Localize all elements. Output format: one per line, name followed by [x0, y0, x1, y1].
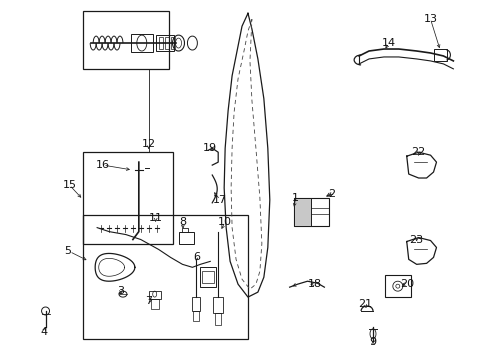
Bar: [148, 291, 161, 299]
Bar: [293, 198, 311, 226]
Text: 5: 5: [64, 247, 71, 256]
Bar: [178, 231, 194, 243]
Bar: [293, 198, 328, 226]
Bar: [150, 299, 158, 309]
Bar: [83, 215, 247, 339]
Bar: [384, 275, 410, 297]
Text: 18: 18: [307, 279, 321, 289]
Text: 12: 12: [142, 139, 156, 149]
Text: 8: 8: [179, 217, 185, 227]
Text: 15: 15: [62, 180, 76, 190]
Bar: [192, 297, 200, 311]
Text: 9: 9: [368, 337, 376, 347]
Text: 22: 22: [411, 147, 425, 157]
Text: 19: 19: [203, 143, 217, 153]
Text: 21: 21: [357, 299, 371, 309]
Bar: [170, 37, 174, 49]
Bar: [433, 49, 447, 61]
Bar: [158, 37, 163, 49]
Text: 11: 11: [148, 213, 163, 223]
Text: 16: 16: [96, 160, 110, 170]
Text: 14: 14: [381, 38, 395, 48]
Text: 23: 23: [409, 234, 423, 244]
Bar: [83, 11, 168, 69]
Bar: [83, 152, 172, 244]
Bar: [215, 313, 221, 325]
Text: 4: 4: [40, 327, 47, 337]
Text: 20: 20: [399, 279, 413, 289]
Text: 1: 1: [291, 193, 299, 203]
Bar: [193, 311, 199, 321]
Text: 10: 10: [218, 217, 232, 227]
Text: 2: 2: [327, 189, 334, 199]
Text: 7: 7: [145, 296, 152, 306]
Bar: [131, 34, 152, 52]
Text: 3: 3: [117, 286, 124, 296]
Bar: [164, 37, 168, 49]
Text: 17: 17: [213, 195, 227, 205]
Bar: [200, 267, 216, 287]
Text: 13: 13: [423, 14, 437, 24]
Bar: [202, 271, 214, 283]
Bar: [155, 35, 173, 51]
Bar: [213, 297, 223, 313]
Text: 6: 6: [192, 252, 200, 262]
